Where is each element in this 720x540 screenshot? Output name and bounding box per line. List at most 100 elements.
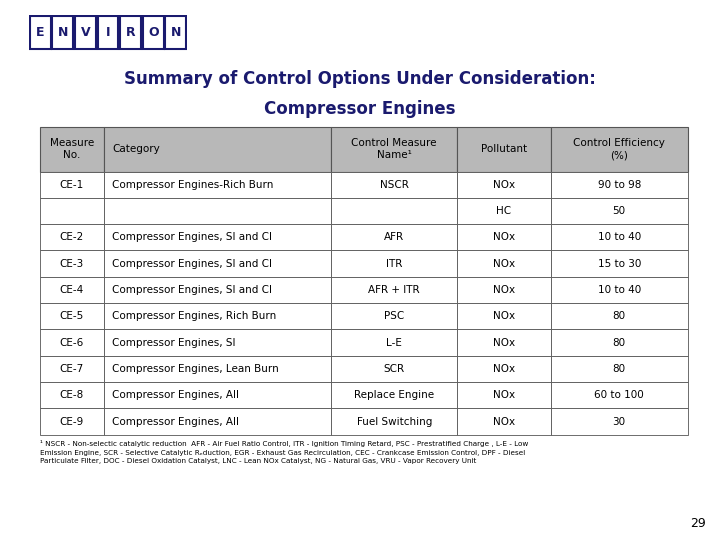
Bar (331, 172, 457, 198)
Text: NOx: NOx (493, 338, 515, 348)
Bar (331, 198, 457, 224)
Bar (104, 329, 331, 356)
Text: I: I (106, 26, 110, 39)
Bar (457, 198, 551, 224)
Bar (40, 329, 104, 356)
Bar (551, 172, 688, 198)
Text: 80: 80 (613, 311, 626, 321)
Bar (331, 356, 457, 382)
Text: N: N (58, 26, 68, 39)
Bar (104, 277, 331, 303)
Text: 10 to 40: 10 to 40 (598, 232, 641, 242)
Text: NOx: NOx (493, 416, 515, 427)
Text: NOx: NOx (493, 232, 515, 242)
Text: CE-7: CE-7 (60, 364, 84, 374)
Bar (331, 127, 457, 172)
Bar (551, 329, 688, 356)
Text: V: V (81, 26, 90, 39)
Text: CE-2: CE-2 (60, 232, 84, 242)
Text: Summary of Control Options Under Consideration:: Summary of Control Options Under Conside… (124, 70, 596, 88)
Bar (104, 356, 331, 382)
Bar (551, 356, 688, 382)
Text: NOx: NOx (493, 180, 515, 190)
Text: Compressor Engines, All: Compressor Engines, All (112, 390, 239, 400)
Text: CE-5: CE-5 (60, 311, 84, 321)
Bar (40, 303, 104, 329)
Text: AFR + ITR: AFR + ITR (369, 285, 420, 295)
Bar (551, 277, 688, 303)
Bar (104, 224, 331, 251)
Text: CE-6: CE-6 (60, 338, 84, 348)
Bar (551, 127, 688, 172)
Bar (457, 303, 551, 329)
Bar (40, 408, 104, 435)
Bar (40, 356, 104, 382)
Text: Measure
No.: Measure No. (50, 138, 94, 160)
Bar (104, 127, 331, 172)
Text: Control Efficiency
(%): Control Efficiency (%) (573, 138, 665, 160)
Text: E: E (36, 26, 45, 39)
Bar (40, 172, 104, 198)
Bar (331, 303, 457, 329)
Text: NOx: NOx (493, 390, 515, 400)
Bar (331, 382, 457, 408)
Bar (104, 382, 331, 408)
Text: Compressor Engines, All: Compressor Engines, All (112, 416, 239, 427)
Bar (457, 382, 551, 408)
Bar (457, 329, 551, 356)
Text: 15 to 30: 15 to 30 (598, 259, 641, 268)
Text: Compressor Engines, Rich Burn: Compressor Engines, Rich Burn (112, 311, 276, 321)
Bar (40, 277, 104, 303)
Bar (551, 224, 688, 251)
Text: Control Measure
Name¹: Control Measure Name¹ (351, 138, 437, 160)
Text: ¹ NSCR - Non-selectic catalytic reduction  AFR - Air Fuel Ratio Control, ITR - I: ¹ NSCR - Non-selectic catalytic reductio… (40, 440, 528, 464)
Text: Compressor Engines, SI and CI: Compressor Engines, SI and CI (112, 259, 272, 268)
Text: Compressor Engines-Rich Burn: Compressor Engines-Rich Burn (112, 180, 274, 190)
Bar (457, 127, 551, 172)
Text: Compressor Engines, Lean Burn: Compressor Engines, Lean Burn (112, 364, 279, 374)
Text: NOx: NOx (493, 259, 515, 268)
Bar (331, 224, 457, 251)
Text: N: N (171, 26, 181, 39)
Bar (457, 172, 551, 198)
Bar (166, 16, 186, 50)
Text: L-E: L-E (386, 338, 402, 348)
Bar (331, 408, 457, 435)
Bar (104, 251, 331, 277)
Bar (98, 16, 118, 50)
Bar (457, 277, 551, 303)
Bar (457, 224, 551, 251)
Bar (40, 382, 104, 408)
Text: 80: 80 (613, 338, 626, 348)
Bar (40, 127, 104, 172)
Bar (40, 251, 104, 277)
Text: R: R (126, 26, 135, 39)
Text: Replace Engine: Replace Engine (354, 390, 434, 400)
Bar (457, 356, 551, 382)
Text: NOx: NOx (493, 285, 515, 295)
Text: SCR: SCR (384, 364, 405, 374)
Bar (457, 408, 551, 435)
Text: NOx: NOx (493, 311, 515, 321)
Bar (40, 224, 104, 251)
Text: Pollutant: Pollutant (481, 144, 527, 154)
Text: O: O (148, 26, 158, 39)
Text: Fuel Switching: Fuel Switching (356, 416, 432, 427)
Bar (331, 277, 457, 303)
Text: CE-3: CE-3 (60, 259, 84, 268)
Bar (30, 16, 50, 50)
Text: 29: 29 (690, 517, 706, 530)
Text: CE-4: CE-4 (60, 285, 84, 295)
Bar (104, 198, 331, 224)
Text: Compressor Engines, SI and CI: Compressor Engines, SI and CI (112, 232, 272, 242)
Text: 10 to 40: 10 to 40 (598, 285, 641, 295)
Text: CE-1: CE-1 (60, 180, 84, 190)
Bar (104, 172, 331, 198)
Bar (104, 408, 331, 435)
Bar (551, 408, 688, 435)
Text: NSCR: NSCR (379, 180, 409, 190)
Bar (75, 16, 96, 50)
Bar (457, 251, 551, 277)
Text: CE-9: CE-9 (60, 416, 84, 427)
Text: HC: HC (496, 206, 512, 216)
